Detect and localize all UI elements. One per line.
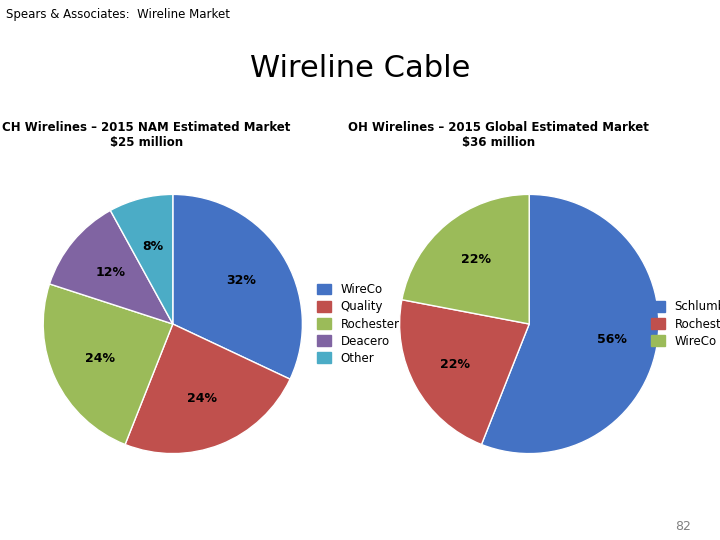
Text: 82: 82 (675, 520, 691, 533)
Text: 22%: 22% (461, 253, 490, 266)
Legend: Schlumberger, Rochester, WireCo: Schlumberger, Rochester, WireCo (649, 298, 720, 350)
Wedge shape (400, 300, 529, 444)
Wedge shape (110, 194, 173, 324)
Text: 56%: 56% (597, 333, 627, 346)
Wedge shape (173, 194, 302, 379)
Wedge shape (125, 324, 290, 454)
Text: 24%: 24% (187, 392, 217, 405)
Text: CH Wirelines – 2015 NAM Estimated Market
$25 million: CH Wirelines – 2015 NAM Estimated Market… (2, 121, 290, 149)
Text: Wireline Cable: Wireline Cable (250, 53, 470, 83)
Text: 12%: 12% (96, 266, 126, 279)
Wedge shape (482, 194, 659, 454)
Text: Spears & Associates:  Wireline Market: Spears & Associates: Wireline Market (6, 8, 230, 22)
Text: 8%: 8% (143, 240, 163, 253)
Wedge shape (402, 194, 529, 324)
Text: 22%: 22% (441, 358, 470, 371)
Legend: WireCo, Quality, Rochester, Deacero, Other: WireCo, Quality, Rochester, Deacero, Oth… (315, 281, 402, 367)
Wedge shape (43, 284, 173, 444)
Wedge shape (50, 211, 173, 324)
Text: 32%: 32% (225, 274, 256, 287)
Text: 24%: 24% (85, 352, 115, 365)
Text: OH Wirelines – 2015 Global Estimated Market
$36 million: OH Wirelines – 2015 Global Estimated Mar… (348, 121, 649, 149)
